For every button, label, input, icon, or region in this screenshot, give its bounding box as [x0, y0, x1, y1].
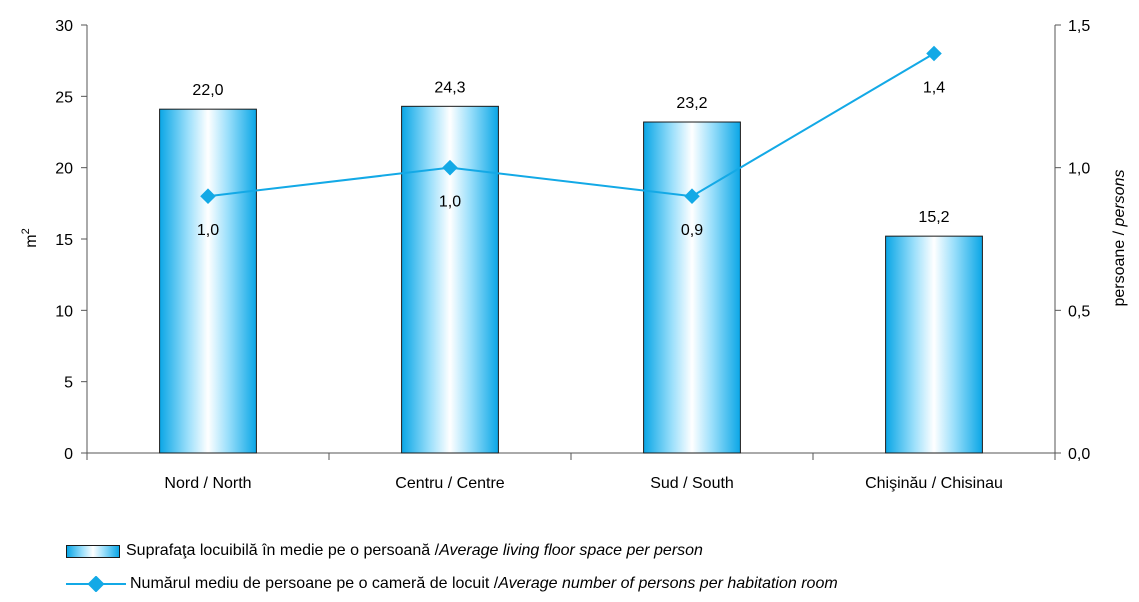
y-tick-label-right: 0,0: [1068, 446, 1090, 463]
y-axis-right-title-en: persons: [1111, 170, 1128, 228]
line-value-label: 1,4: [923, 80, 945, 97]
y-axis-left-unit-sup: 2: [20, 228, 32, 234]
line-path: [207, 52, 935, 198]
bar: [159, 108, 257, 454]
line-value-label: 0,9: [681, 222, 703, 239]
line-point: [200, 188, 216, 204]
y-axis-right-title: persoane / persons: [1111, 170, 1128, 307]
data-labels: 22,0 24,3 23,2 15,2 1,0 1,0 0,9 1,4: [192, 79, 949, 239]
legend-item-line: Numărul mediu de persoane pe o cameră de…: [66, 575, 838, 593]
line-point: [442, 159, 458, 176]
bar-value-label: 23,2: [676, 95, 707, 112]
y-tick-label-left: 15: [55, 232, 73, 249]
line-value-label: 1,0: [197, 222, 219, 239]
y-tick-label-left: 0: [64, 446, 73, 463]
y-tick-label-left: 30: [55, 18, 73, 35]
bars: [159, 105, 983, 454]
bar-value-label: 15,2: [918, 209, 949, 226]
line-point: [926, 45, 942, 62]
bar: [643, 121, 741, 454]
line-series: [200, 45, 942, 204]
y-axis-left-title: m2: [20, 228, 40, 247]
y-tick-label-right: 1,0: [1068, 161, 1090, 178]
x-tick-label: Sud / South: [650, 475, 734, 492]
y-tick-label-left: 5: [64, 375, 73, 392]
y-axis-right-title-ro: persoane /: [1111, 226, 1128, 306]
x-tick-label: Chişinău / Chisinau: [865, 475, 1003, 492]
axes: 0 5 10 15 20 25 30 0,0 0,5 1,0 1,5 Nord / North Cent…: [55, 18, 1090, 492]
bar-value-label: 22,0: [192, 82, 223, 99]
legend-item-bar: Suprafaţa locuibilă în medie pe o persoa…: [66, 542, 703, 560]
x-tick-label: Centru / Centre: [395, 475, 504, 492]
y-tick-label-left: 10: [55, 303, 73, 320]
legend-swatch-line: [66, 576, 126, 592]
y-tick-label-right: 1,5: [1068, 18, 1090, 35]
bar-value-label: 24,3: [434, 79, 465, 96]
y-tick-label-left: 20: [55, 161, 73, 178]
line-point: [684, 188, 700, 204]
y-tick-label-left: 25: [55, 89, 73, 106]
legend-swatch-bar: [66, 544, 120, 558]
legend-label-line-en: Average number of persons per habitation…: [498, 575, 838, 592]
legend-label-bar-en: Average living floor space per person: [439, 542, 703, 559]
y-tick-label-right: 0,5: [1068, 303, 1090, 320]
legend-label-bar-ro: Suprafaţa locuibilă în medie pe o persoa…: [126, 542, 440, 559]
y-axis-left-unit: m: [23, 234, 40, 247]
bar: [401, 105, 499, 454]
line-value-label: 1,0: [439, 194, 461, 211]
legend-label-line-ro: Numărul mediu de persoane pe o cameră de…: [130, 575, 499, 592]
bar: [885, 235, 983, 454]
x-tick-label: Nord / North: [164, 475, 251, 492]
